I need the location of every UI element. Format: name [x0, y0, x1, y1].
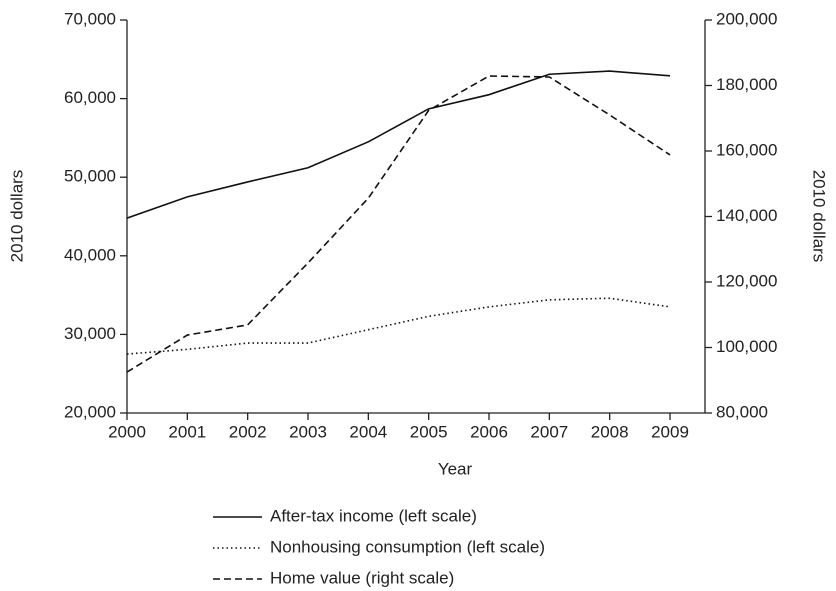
y-tick-label: 60,000: [64, 88, 116, 107]
y-tick-label: 40,000: [64, 245, 116, 264]
x-tick-label: 2006: [470, 422, 508, 441]
x-tick-label: 2009: [651, 422, 689, 441]
x-tick-label: 2007: [530, 422, 568, 441]
x-tick-label: 2000: [108, 422, 146, 441]
y2-tick-label: 80,000: [716, 402, 768, 421]
legend-label: After-tax income (left scale): [270, 506, 477, 525]
y2-tick-label: 180,000: [716, 75, 777, 94]
series-line: [126, 70, 671, 219]
x-tick-label: 2004: [349, 422, 387, 441]
x-tick-label: 2002: [229, 422, 267, 441]
y2-tick-label: 200,000: [716, 9, 777, 28]
y-tick-label: 70,000: [64, 9, 116, 28]
x-tick-label: 2003: [289, 422, 327, 441]
y2-tick-label: 100,000: [716, 337, 777, 356]
series-line: [126, 75, 671, 373]
y-tick-label: 30,000: [64, 324, 116, 343]
x-tick-label: 2005: [410, 422, 448, 441]
y-tick-label: 20,000: [64, 402, 116, 421]
y2-tick-label: 160,000: [716, 140, 777, 159]
y-tick-label: 50,000: [64, 167, 116, 186]
legend-label: Home value (right scale): [270, 568, 454, 587]
x-tick-label: 2001: [168, 422, 206, 441]
y-axis-label: 2010 dollars: [7, 170, 26, 263]
series-line: [126, 297, 671, 355]
y2-tick-label: 140,000: [716, 206, 777, 225]
x-axis-label: Year: [438, 459, 473, 478]
y2-axis-label: 2010 dollars: [810, 170, 829, 263]
y2-tick-label: 120,000: [716, 271, 777, 290]
legend-label: Nonhousing consumption (left scale): [270, 537, 545, 556]
x-tick-label: 2008: [591, 422, 629, 441]
